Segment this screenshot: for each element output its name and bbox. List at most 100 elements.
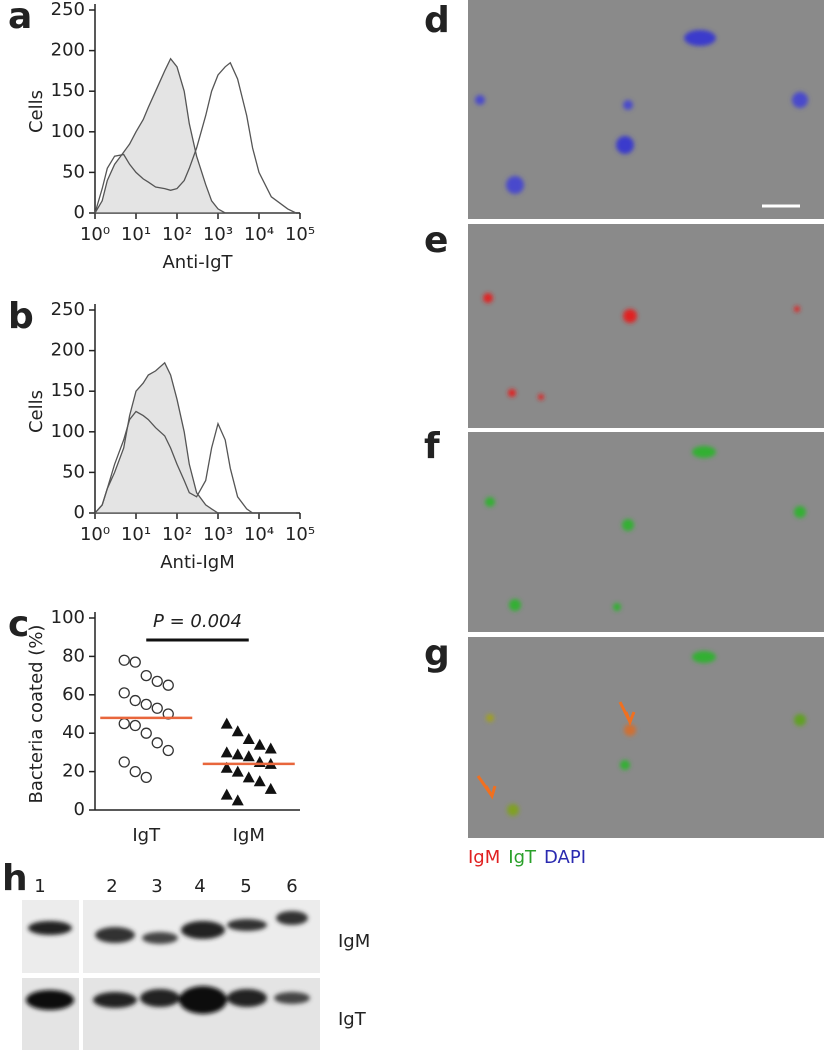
x-tick-label: IgM <box>233 825 265 846</box>
legend-entry: DAPI <box>544 847 586 868</box>
data-point <box>140 669 152 682</box>
y-tick-label: 200 <box>51 340 85 361</box>
x-tick-label: 10¹ <box>121 524 151 545</box>
lane-label: 3 <box>151 876 162 897</box>
data-point <box>253 775 266 787</box>
lane-label: 5 <box>240 876 251 897</box>
x-tick-label: 10⁴ <box>244 224 274 245</box>
lane-label: 4 <box>194 876 205 897</box>
panel-label: d <box>424 0 450 41</box>
panel-label: g <box>424 633 450 674</box>
x-tick-label: 10⁰ <box>80 524 110 545</box>
data-point <box>162 744 174 757</box>
data-point <box>151 702 163 714</box>
x-tick-label: 10⁴ <box>244 524 274 545</box>
micrograph-d <box>468 0 824 219</box>
lane-label: 2 <box>106 876 117 897</box>
histogram-curve <box>93 361 296 514</box>
panel-label: a <box>8 0 32 37</box>
x-tick-label: 10² <box>162 224 192 245</box>
x-tick-label: 10³ <box>203 224 233 245</box>
x-tick-label: 10¹ <box>121 224 151 245</box>
data-point <box>231 794 244 806</box>
data-point <box>220 788 233 800</box>
y-tick-label: 100 <box>51 607 85 628</box>
legend-entry: IgT <box>508 847 537 868</box>
lane-label: 6 <box>286 876 297 897</box>
panel-label: e <box>424 220 448 261</box>
data-point <box>264 782 277 794</box>
y-tick-label: 20 <box>62 761 85 782</box>
data-point <box>118 756 130 768</box>
y-tick-label: 250 <box>51 0 85 20</box>
panel-label: h <box>2 858 28 899</box>
histogram-curve <box>94 61 297 214</box>
y-tick-label: 0 <box>74 502 85 523</box>
histogram-curve <box>94 410 296 514</box>
data-point <box>253 756 266 767</box>
y-tick-label: 60 <box>62 684 85 705</box>
y-tick-label: 200 <box>51 40 85 61</box>
data-point <box>140 727 152 739</box>
y-axis-title: Cells <box>26 390 47 433</box>
micrograph-g <box>468 637 824 838</box>
x-tick-label: 10⁵ <box>285 524 315 545</box>
micrographs <box>468 0 824 838</box>
data-point <box>151 675 163 688</box>
y-tick-label: 50 <box>62 461 85 482</box>
data-point <box>118 654 130 666</box>
data-point <box>151 737 163 749</box>
x-axis-title: Anti-IgM <box>160 552 235 573</box>
data-point <box>231 748 244 760</box>
data-point <box>129 656 141 668</box>
x-tick-label: 10⁵ <box>285 224 315 245</box>
data-point <box>220 746 233 758</box>
data-point <box>140 698 152 711</box>
data-point <box>220 717 233 729</box>
y-tick-label: 250 <box>51 299 85 320</box>
y-tick-label: 0 <box>74 799 85 820</box>
data-point <box>242 750 255 762</box>
stains <box>475 30 808 816</box>
x-tick-label: 10³ <box>203 524 233 545</box>
data-point <box>118 687 130 699</box>
y-tick-label: 50 <box>62 161 85 182</box>
y-axis-title: Bacteria coated (%) <box>26 625 47 804</box>
panel-label: b <box>8 296 34 337</box>
y-tick-label: 100 <box>51 121 85 142</box>
data-point <box>118 717 130 730</box>
y-tick-label: 80 <box>62 645 85 666</box>
data-point <box>231 765 244 777</box>
data-point <box>162 679 174 691</box>
data-point <box>242 771 255 783</box>
data-point <box>129 765 141 778</box>
y-tick-label: 0 <box>74 202 85 223</box>
panel-label: c <box>8 604 29 645</box>
data-point <box>242 732 255 744</box>
y-tick-label: 40 <box>62 722 85 743</box>
x-tick-label: 10⁰ <box>80 224 110 245</box>
data-point <box>220 761 233 773</box>
data-point <box>231 725 244 737</box>
row-label: IgT <box>338 1009 367 1030</box>
y-tick-label: 150 <box>51 380 85 401</box>
histogram-curve <box>93 57 296 214</box>
y-tick-label: 100 <box>51 421 85 442</box>
legend-entry: IgM <box>468 847 500 868</box>
data-point <box>129 719 141 732</box>
row-label: IgM <box>338 931 370 952</box>
micrograph-f <box>468 432 824 632</box>
lane-label: 1 <box>34 876 45 897</box>
micrograph-e <box>468 224 824 428</box>
p-value: P = 0.004 <box>153 611 242 632</box>
data-point <box>264 742 277 754</box>
data-point <box>129 694 141 707</box>
x-tick-label: IgT <box>132 825 161 846</box>
panel-label: f <box>424 426 440 467</box>
data-point <box>140 771 152 784</box>
y-tick-label: 150 <box>51 80 85 101</box>
western-blot <box>22 900 320 1050</box>
x-axis-title: Anti-IgT <box>162 252 233 273</box>
data-point <box>253 738 266 750</box>
